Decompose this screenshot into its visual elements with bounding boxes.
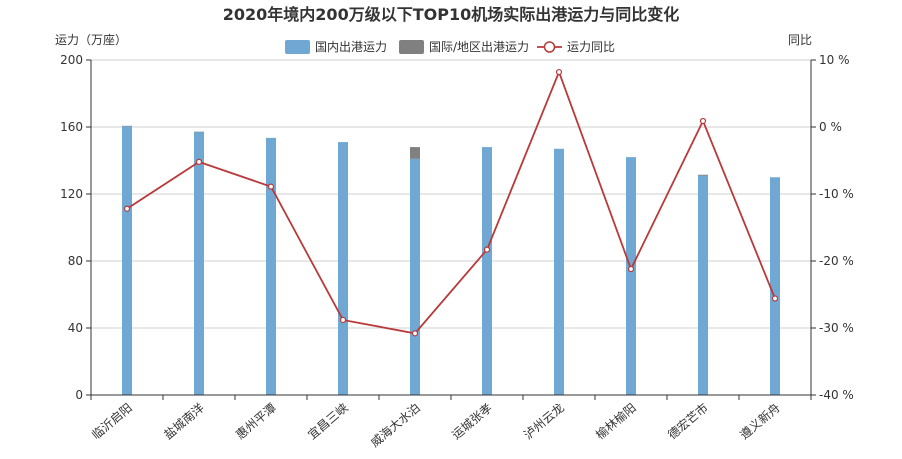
bar-domestic <box>266 137 276 395</box>
y-right-axis-label: 同比 <box>788 33 812 47</box>
yoy-point <box>195 158 203 165</box>
bar-international <box>194 131 204 133</box>
bar-domestic <box>482 147 492 395</box>
y-left-tick-label: 160 <box>60 120 83 134</box>
legend-swatch-marker <box>543 41 556 53</box>
bar-domestic <box>194 132 204 395</box>
chart-title: 2020年境内200万级以下TOP10机场实际出港运力与同比变化 <box>223 5 679 24</box>
x-tick-label: 运城张孝 <box>449 401 495 443</box>
x-tick-label: 泸州云龙 <box>521 401 567 443</box>
bar-domestic <box>770 177 780 395</box>
grid <box>91 59 811 329</box>
y-left-tick-label: 120 <box>60 187 83 201</box>
yoy-point <box>339 316 347 324</box>
y-right-tick-label: -40 % <box>819 388 854 402</box>
y-right-tick-label: -30 % <box>819 321 854 335</box>
yoy-point <box>267 183 275 190</box>
y-right-tick-label: -10 % <box>819 187 854 201</box>
yoy-point <box>411 330 419 337</box>
bars <box>122 125 780 395</box>
x-tick-label: 盐城南洋 <box>161 400 207 442</box>
yoy-point <box>699 117 707 125</box>
legend-label: 国际/地区出港运力 <box>429 40 529 54</box>
bar-domestic <box>338 142 348 395</box>
x-tick-label: 惠州平潭 <box>233 401 279 443</box>
y-left-tick-label: 200 <box>60 53 83 67</box>
yoy-point <box>555 68 563 76</box>
x-tick-label: 德宏芒市 <box>665 400 711 442</box>
yoy-point <box>483 246 491 253</box>
y-right-tick-label: 0 % <box>819 120 842 134</box>
legend: 国内出港运力 国际/地区出港运力 运力同比 <box>285 40 615 54</box>
bar-domestic <box>410 158 420 395</box>
bar-international <box>122 125 132 127</box>
x-tick-label: 临沂启阳 <box>89 401 135 443</box>
y-right-tick-label: 10 % <box>819 53 850 67</box>
bar-domestic <box>698 175 708 395</box>
x-tick-label: 威海大水泊 <box>367 400 423 450</box>
y-right-tick-label: -20 % <box>819 254 854 268</box>
bar-international <box>410 147 420 159</box>
y-left-tick-label: 80 <box>68 254 83 268</box>
bar-domestic <box>554 148 564 395</box>
y-left-tick-label: 40 <box>68 321 83 335</box>
legend-swatch <box>399 40 424 54</box>
x-tick-label: 榆林榆阳 <box>593 400 639 442</box>
line-series <box>123 68 779 337</box>
bar-domestic <box>122 126 132 395</box>
bar-domestic <box>626 157 636 395</box>
yoy-point <box>123 205 131 212</box>
legend-label: 国内出港运力 <box>315 40 387 54</box>
axes: 0 40 80 120 160 200 10 % 0 % -10 % -20 % -30 % -40 … <box>60 53 854 450</box>
yoy-line <box>126 69 776 335</box>
y-left-axis-label: 运力（万座） <box>55 32 127 47</box>
bar-international <box>698 174 708 176</box>
legend-label: 运力同比 <box>567 40 615 54</box>
x-tick-label: 遵义新舟 <box>737 400 783 442</box>
yoy-point <box>627 265 635 273</box>
x-tick-label: 宜昌三峡 <box>305 400 351 442</box>
y-left-tick-label: 0 <box>75 388 83 402</box>
yoy-point <box>771 295 779 302</box>
legend-swatch <box>285 40 310 54</box>
